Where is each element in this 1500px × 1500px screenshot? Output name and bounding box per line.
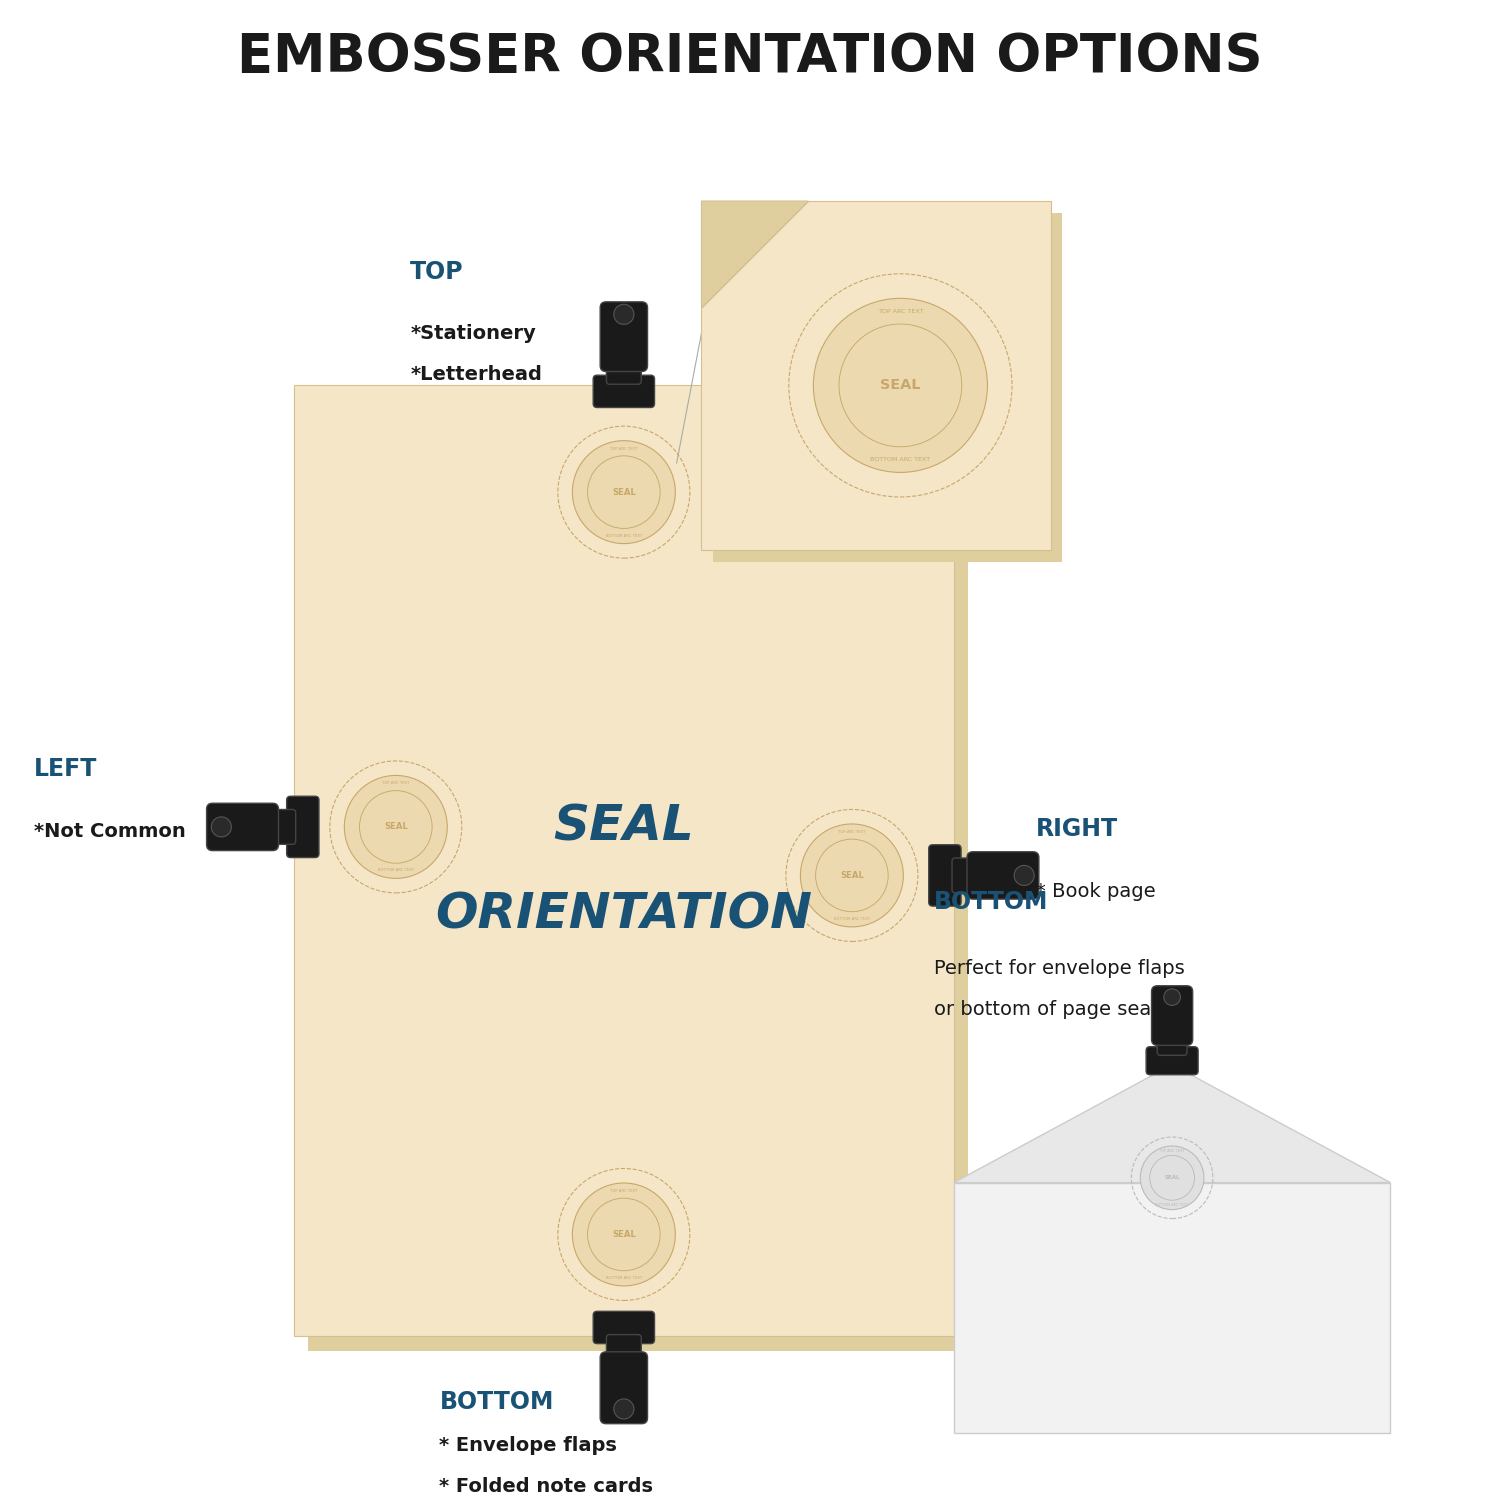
FancyBboxPatch shape <box>309 400 969 1352</box>
Text: BOTTOM ARC TEXT: BOTTOM ARC TEXT <box>606 1276 642 1280</box>
FancyBboxPatch shape <box>968 852 1040 898</box>
Text: Perfect for envelope flaps: Perfect for envelope flaps <box>934 958 1185 978</box>
Text: SEAL: SEAL <box>1164 1176 1180 1180</box>
FancyBboxPatch shape <box>606 358 642 384</box>
Text: SEAL: SEAL <box>880 378 921 393</box>
FancyBboxPatch shape <box>1156 1034 1186 1056</box>
Text: BOTTOM ARC TEXT: BOTTOM ARC TEXT <box>378 868 414 873</box>
Text: * Envelope flaps: * Envelope flaps <box>440 1437 618 1455</box>
Circle shape <box>1014 865 1034 885</box>
Text: TOP ARC TEXT: TOP ARC TEXT <box>839 830 866 834</box>
Text: TOP ARC TEXT: TOP ARC TEXT <box>610 1190 638 1192</box>
Text: RIGHT: RIGHT <box>1036 818 1119 842</box>
Text: * Folded note cards: * Folded note cards <box>440 1478 654 1496</box>
Polygon shape <box>702 201 808 308</box>
Circle shape <box>573 441 675 543</box>
FancyBboxPatch shape <box>267 810 296 844</box>
Circle shape <box>1164 988 1180 1005</box>
Text: BOTTOM ARC TEXT: BOTTOM ARC TEXT <box>1155 1203 1190 1206</box>
Circle shape <box>614 1400 634 1419</box>
Text: BOTTOM ARC TEXT: BOTTOM ARC TEXT <box>606 534 642 537</box>
Bar <box>954 1182 1390 1434</box>
Circle shape <box>345 776 447 879</box>
Text: SEAL: SEAL <box>612 488 636 496</box>
Text: *Stationery: *Stationery <box>411 324 536 344</box>
Text: BOTTOM: BOTTOM <box>934 890 1048 914</box>
Text: TOP ARC TEXT: TOP ARC TEXT <box>1160 1149 1185 1154</box>
Text: LEFT: LEFT <box>34 758 98 782</box>
FancyBboxPatch shape <box>592 1311 654 1344</box>
Text: ORIENTATION: ORIENTATION <box>435 890 813 938</box>
FancyBboxPatch shape <box>592 375 654 408</box>
FancyBboxPatch shape <box>294 386 954 1336</box>
FancyBboxPatch shape <box>928 844 962 906</box>
FancyBboxPatch shape <box>1152 986 1192 1046</box>
Circle shape <box>211 818 231 837</box>
Text: EMBOSSER ORIENTATION OPTIONS: EMBOSSER ORIENTATION OPTIONS <box>237 32 1263 83</box>
Circle shape <box>813 298 987 472</box>
Polygon shape <box>702 201 1052 550</box>
Text: BOTTOM ARC TEXT: BOTTOM ARC TEXT <box>834 916 870 921</box>
FancyBboxPatch shape <box>600 1352 648 1424</box>
Text: BOTTOM: BOTTOM <box>440 1389 554 1413</box>
Text: * Book page: * Book page <box>1036 882 1156 902</box>
Text: SEAL: SEAL <box>612 1230 636 1239</box>
Text: *Letterhead: *Letterhead <box>411 364 542 384</box>
FancyBboxPatch shape <box>207 802 279 850</box>
Text: *Not Common: *Not Common <box>34 822 186 842</box>
Text: SEAL: SEAL <box>840 871 864 880</box>
Circle shape <box>573 1184 675 1286</box>
Circle shape <box>801 824 903 927</box>
Text: TOP ARC TEXT: TOP ARC TEXT <box>878 309 922 314</box>
Circle shape <box>1140 1146 1204 1209</box>
Text: TOP ARC TEXT: TOP ARC TEXT <box>382 782 410 786</box>
Text: TOP: TOP <box>411 260 464 284</box>
FancyBboxPatch shape <box>600 302 648 372</box>
Text: TOP ARC TEXT: TOP ARC TEXT <box>610 447 638 450</box>
FancyBboxPatch shape <box>1146 1047 1198 1074</box>
Text: SEAL: SEAL <box>554 802 694 850</box>
FancyBboxPatch shape <box>286 796 320 858</box>
FancyBboxPatch shape <box>952 858 980 892</box>
Polygon shape <box>954 1065 1390 1182</box>
Text: BOTTOM ARC TEXT: BOTTOM ARC TEXT <box>870 456 930 462</box>
FancyBboxPatch shape <box>606 1335 642 1364</box>
Text: or bottom of page seals: or bottom of page seals <box>934 999 1167 1018</box>
Circle shape <box>614 304 634 324</box>
Polygon shape <box>712 213 1062 562</box>
Text: SEAL: SEAL <box>384 822 408 831</box>
